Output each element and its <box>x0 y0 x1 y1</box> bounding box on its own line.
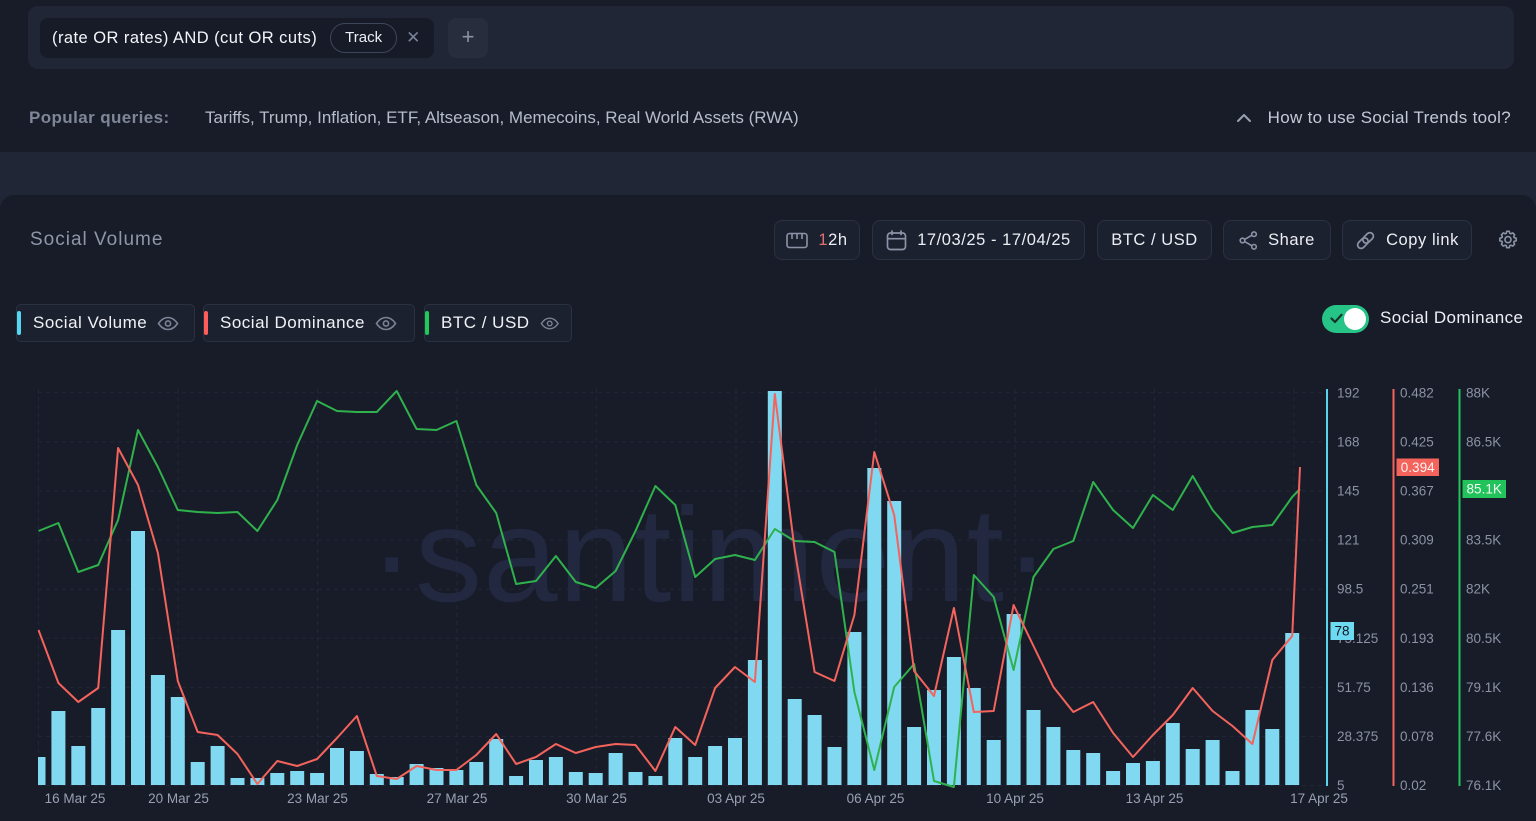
svg-text:0.482: 0.482 <box>1400 385 1434 400</box>
svg-text:5: 5 <box>1337 778 1345 793</box>
svg-text:76.1K: 76.1K <box>1466 778 1501 793</box>
svg-text:0.425: 0.425 <box>1400 434 1434 449</box>
svg-text:0.394: 0.394 <box>1401 460 1435 475</box>
svg-text:03 Apr 25: 03 Apr 25 <box>707 791 765 806</box>
svg-text:85.1K: 85.1K <box>1467 482 1502 497</box>
svg-text:0.309: 0.309 <box>1400 533 1434 548</box>
svg-text:0.02: 0.02 <box>1400 778 1426 793</box>
svg-text:20 Mar 25: 20 Mar 25 <box>148 791 209 806</box>
svg-text:192: 192 <box>1337 385 1360 400</box>
svg-text:16 Mar 25: 16 Mar 25 <box>45 791 106 806</box>
svg-text:28.375: 28.375 <box>1337 729 1378 744</box>
svg-text:10 Apr 25: 10 Apr 25 <box>986 791 1044 806</box>
svg-text:145: 145 <box>1337 484 1360 499</box>
svg-text:168: 168 <box>1337 434 1360 449</box>
svg-text:0.251: 0.251 <box>1400 582 1434 597</box>
svg-text:98.5: 98.5 <box>1337 582 1363 597</box>
svg-text:0.193: 0.193 <box>1400 631 1434 646</box>
svg-text:13 Apr 25: 13 Apr 25 <box>1126 791 1184 806</box>
svg-text:0.078: 0.078 <box>1400 729 1434 744</box>
svg-text:82K: 82K <box>1466 582 1490 597</box>
svg-text:78: 78 <box>1334 624 1349 639</box>
svg-text:86.5K: 86.5K <box>1466 434 1501 449</box>
svg-text:06 Apr 25: 06 Apr 25 <box>847 791 905 806</box>
svg-text:79.1K: 79.1K <box>1466 680 1501 695</box>
svg-text:30 Mar 25: 30 Mar 25 <box>566 791 627 806</box>
svg-text:88K: 88K <box>1466 385 1490 400</box>
svg-text:77.6K: 77.6K <box>1466 729 1501 744</box>
svg-text:51.75: 51.75 <box>1337 680 1371 695</box>
svg-text:83.5K: 83.5K <box>1466 533 1501 548</box>
svg-text:0.136: 0.136 <box>1400 680 1434 695</box>
svg-text:23 Mar 25: 23 Mar 25 <box>287 791 348 806</box>
svg-text:0.367: 0.367 <box>1400 484 1434 499</box>
svg-text:27 Mar 25: 27 Mar 25 <box>427 791 488 806</box>
svg-text:17 Apr 25: 17 Apr 25 <box>1290 791 1348 806</box>
svg-text:80.5K: 80.5K <box>1466 631 1501 646</box>
svg-text:121: 121 <box>1337 533 1360 548</box>
svg-text:·santiment·: ·santiment· <box>369 481 1050 630</box>
